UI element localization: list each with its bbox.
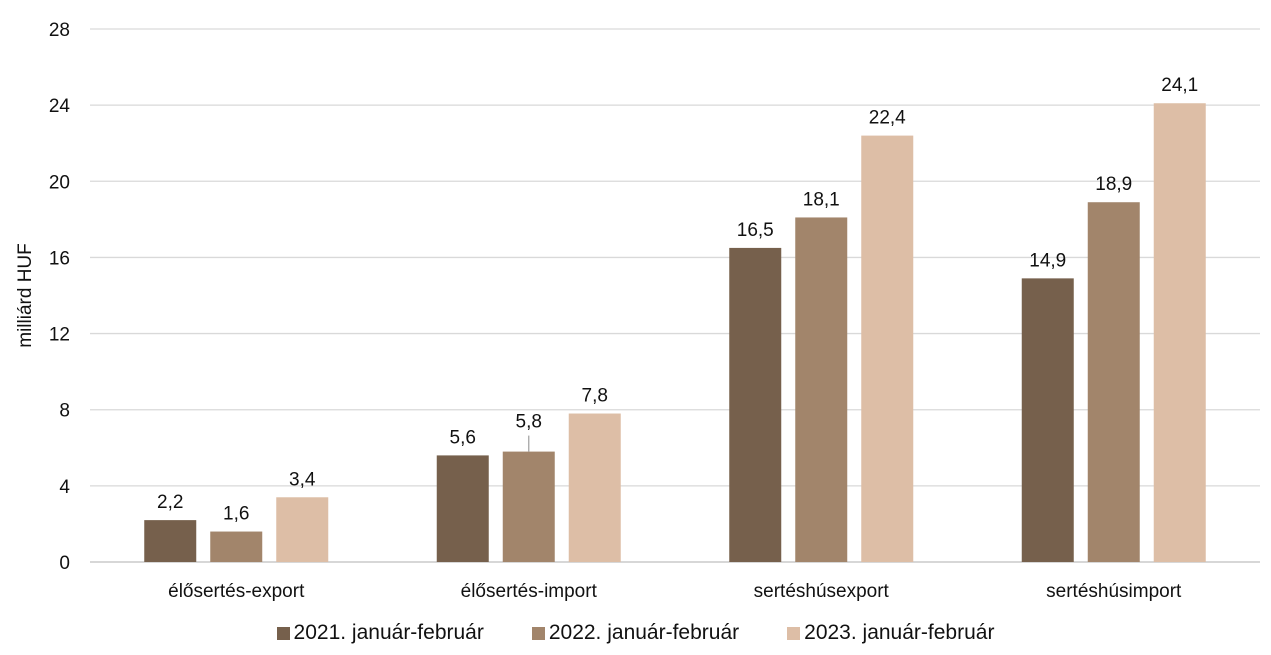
bar [729, 247, 782, 563]
data-label: 14,9 [1029, 250, 1066, 271]
legend-label: 2021. január-február [293, 621, 484, 644]
bar-chart: 0 4 8 12 16 20 24 28 milliárd HUF élősertés-expor… [15, 20, 1260, 602]
legend-swatch [531, 626, 545, 640]
data-label: 2,2 [157, 492, 183, 513]
data-label: 22,4 [869, 108, 906, 129]
y-tick-label: 4 [59, 477, 70, 498]
legend: 2021. január-február 2022. január-február… [0, 621, 1271, 645]
data-label: 24,1 [1161, 75, 1198, 96]
data-label: 3,4 [289, 469, 316, 490]
y-tick-label: 28 [49, 20, 70, 41]
bar [436, 455, 489, 562]
bar [1153, 103, 1206, 562]
category-label: élősertés-export [168, 581, 305, 602]
data-label: 5,8 [516, 412, 542, 433]
bar [795, 217, 848, 563]
data-label: 5,6 [450, 427, 476, 448]
data-label: 1,6 [223, 504, 249, 525]
data-label: 7,8 [582, 386, 608, 407]
legend-item: 2022. január-február [531, 621, 740, 645]
bar [144, 520, 197, 562]
y-tick-label: 20 [49, 172, 70, 193]
y-tick-label: 8 [59, 401, 70, 422]
data-label: 16,5 [737, 220, 774, 241]
y-tick-label: 16 [49, 248, 70, 269]
legend-label: 2023. január-február [804, 621, 995, 644]
bar [1087, 202, 1140, 562]
bar [502, 451, 555, 562]
y-axis-title: milliárd HUF [15, 243, 36, 348]
y-tick-label: 0 [59, 553, 70, 574]
legend-label: 2022. január-február [548, 621, 740, 644]
legend-item: 2023. január-február [787, 621, 994, 645]
y-tick-label: 12 [49, 325, 70, 346]
bar [861, 135, 914, 562]
legend-item: 2021. január-február [276, 621, 484, 645]
category-label: sertéshúsexport [754, 581, 890, 602]
bar [568, 413, 621, 562]
legend-swatch [276, 626, 290, 640]
data-label: 18,1 [803, 189, 840, 210]
legend-swatch [787, 626, 801, 640]
category-label: élősertés-import [461, 581, 598, 602]
y-tick-label: 24 [49, 96, 71, 117]
data-label: 18,9 [1095, 174, 1132, 195]
bar [210, 531, 263, 562]
bar [276, 497, 329, 562]
bar [1021, 278, 1074, 562]
category-label: sertéshúsimport [1046, 581, 1182, 602]
